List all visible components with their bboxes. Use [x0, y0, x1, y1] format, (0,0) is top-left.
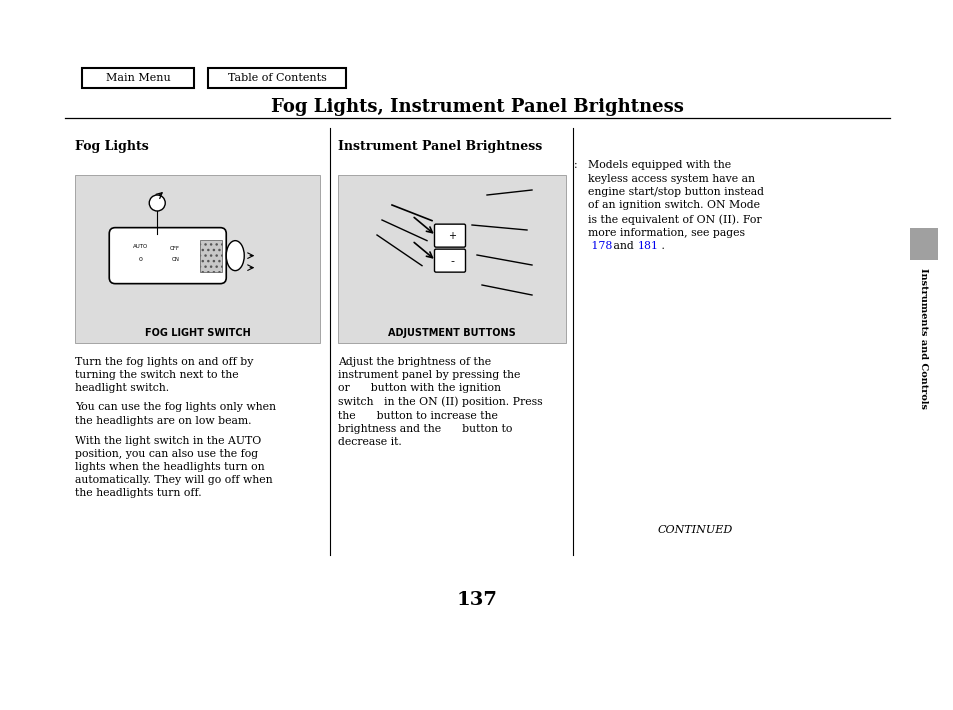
FancyBboxPatch shape — [434, 249, 465, 272]
FancyBboxPatch shape — [110, 228, 226, 283]
Text: 178: 178 — [587, 241, 612, 251]
Text: OFF: OFF — [170, 246, 180, 251]
Text: is the equivalent of ON (II). For: is the equivalent of ON (II). For — [587, 214, 760, 224]
Text: Fog Lights: Fog Lights — [75, 140, 149, 153]
Text: .: . — [658, 241, 664, 251]
Text: AUTO: AUTO — [132, 244, 148, 248]
Text: ON: ON — [172, 256, 179, 262]
FancyBboxPatch shape — [434, 224, 465, 247]
Text: -: - — [450, 256, 454, 266]
Bar — [82, 68, 193, 88]
Text: FOG LIGHT SWITCH: FOG LIGHT SWITCH — [145, 328, 250, 338]
Text: Table of Contents: Table of Contents — [228, 73, 326, 83]
Text: 137: 137 — [456, 591, 497, 609]
Text: Main Menu: Main Menu — [106, 73, 171, 83]
Text: CONTINUED: CONTINUED — [657, 525, 732, 535]
Text: You can use the fog lights only when
the headlights are on low beam.: You can use the fog lights only when the… — [75, 403, 275, 426]
Text: +: + — [448, 231, 456, 241]
Text: Models equipped with the: Models equipped with the — [587, 160, 730, 170]
Text: Instrument Panel Brightness: Instrument Panel Brightness — [337, 140, 541, 153]
Text: keyless access system have an: keyless access system have an — [587, 173, 754, 183]
Text: engine start/stop button instead: engine start/stop button instead — [587, 187, 763, 197]
Text: :: : — [574, 160, 577, 170]
Text: of an ignition switch. ON Mode: of an ignition switch. ON Mode — [587, 200, 760, 210]
Bar — [200, 240, 222, 272]
Text: 0: 0 — [138, 256, 142, 262]
Bar — [909, 228, 937, 260]
Text: more information, see pages: more information, see pages — [587, 227, 744, 238]
Text: Turn the fog lights on and off by
turning the switch next to the
headlight switc: Turn the fog lights on and off by turnin… — [75, 357, 253, 393]
Bar — [75, 175, 319, 343]
Bar — [337, 175, 565, 343]
Bar — [208, 68, 346, 88]
Text: Fog Lights, Instrument Panel Brightness: Fog Lights, Instrument Panel Brightness — [271, 98, 682, 116]
Text: ADJUSTMENT BUTTONS: ADJUSTMENT BUTTONS — [388, 328, 516, 338]
Text: Instruments and Controls: Instruments and Controls — [919, 268, 927, 409]
Ellipse shape — [149, 195, 165, 211]
Text: and: and — [609, 241, 637, 251]
Text: 181: 181 — [638, 241, 659, 251]
Ellipse shape — [226, 241, 244, 271]
Text: With the light switch in the AUTO
position, you can also use the fog
lights when: With the light switch in the AUTO positi… — [75, 435, 273, 498]
Text: Adjust the brightness of the
instrument panel by pressing the
or      button wit: Adjust the brightness of the instrument … — [337, 357, 542, 447]
